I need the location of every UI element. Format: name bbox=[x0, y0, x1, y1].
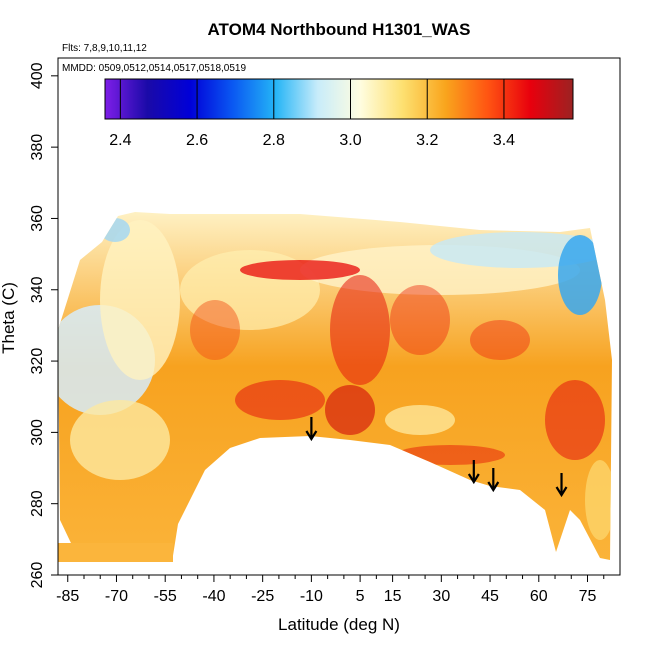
colorbar-fill bbox=[105, 79, 573, 119]
x-tick-label: -70 bbox=[105, 588, 128, 605]
y-tick-label: 340 bbox=[29, 276, 46, 303]
arrow-head bbox=[487, 481, 500, 493]
arrow-head bbox=[305, 430, 318, 442]
y-tick-label: 300 bbox=[29, 419, 46, 446]
arrow-head bbox=[467, 473, 480, 485]
y-tick-label: 380 bbox=[29, 134, 46, 161]
x-tick-label: -85 bbox=[56, 588, 79, 605]
colorbar bbox=[105, 79, 573, 119]
colorbar-tick-label: 3.4 bbox=[493, 132, 515, 149]
y-tick-label: 400 bbox=[29, 62, 46, 89]
arrow-head bbox=[555, 486, 568, 498]
y-axis-title: Theta (C) bbox=[0, 282, 18, 354]
chart-title: ATOM4 Northbound H1301_WAS bbox=[208, 20, 471, 39]
y-tick-label: 260 bbox=[29, 562, 46, 589]
heatmap-lower-block bbox=[58, 543, 173, 562]
dates-label: MMDD: 0509,0512,0514,0517,0518,0519 bbox=[62, 63, 246, 74]
arrow-markers bbox=[305, 417, 568, 498]
colorbar-tick-label: 3.0 bbox=[339, 132, 361, 149]
x-tick-label: 5 bbox=[356, 588, 365, 605]
colorbar-tick-label: 2.8 bbox=[263, 132, 285, 149]
x-axis: -85 -70 -55 -40 -25 -10 5 15 30 45 60 75 bbox=[56, 575, 605, 605]
x-axis-title: Latitude (deg N) bbox=[278, 615, 400, 634]
plot-frame bbox=[57, 57, 621, 576]
x-tick-label: -25 bbox=[251, 588, 274, 605]
y-tick-label: 360 bbox=[29, 205, 46, 232]
flights-label: Flts: 7,8,9,10,11,12 bbox=[62, 43, 147, 54]
y-tick-label: 280 bbox=[29, 490, 46, 517]
colorbar-tick-label: 3.2 bbox=[416, 132, 438, 149]
colorbar-tick-label: 2.4 bbox=[109, 132, 131, 149]
x-tick-label: 45 bbox=[481, 588, 499, 605]
x-tick-label: -40 bbox=[202, 588, 225, 605]
x-tick-label: 15 bbox=[384, 588, 402, 605]
x-tick-label: -55 bbox=[154, 588, 177, 605]
y-tick-label: 320 bbox=[29, 348, 46, 375]
x-tick-label: -10 bbox=[300, 588, 323, 605]
x-tick-label: 75 bbox=[579, 588, 597, 605]
x-tick-label: 30 bbox=[432, 588, 450, 605]
y-axis: 260 280 300 320 340 360 380 400 bbox=[29, 62, 58, 588]
heatmap-field bbox=[58, 212, 612, 562]
colorbar-tick-label: 2.6 bbox=[186, 132, 208, 149]
x-tick-label: 60 bbox=[530, 588, 548, 605]
colorbar-frame bbox=[104, 78, 574, 120]
colorbar-ticks: 2.4 2.6 2.8 3.0 3.2 3.4 bbox=[109, 79, 515, 149]
